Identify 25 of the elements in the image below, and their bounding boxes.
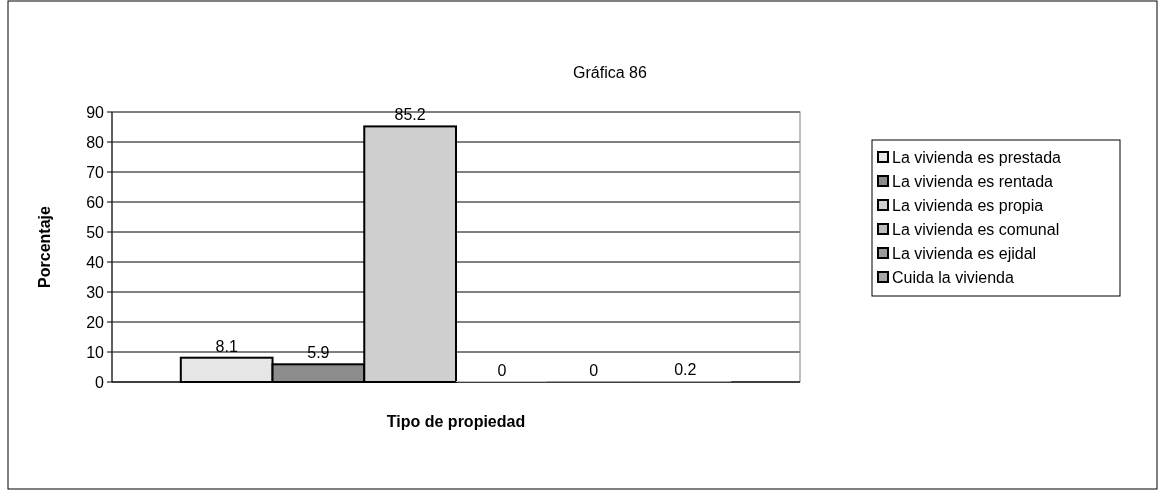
y-tick-label: 60 [86, 193, 105, 211]
legend-label: La vivienda es prestada [892, 148, 1062, 166]
x-axis-title: Tipo de propiedad [386, 413, 526, 430]
legend-label: Cuida la vivienda [892, 268, 1014, 286]
legend-label: La vivienda es comunal [892, 220, 1060, 238]
data-label: 85.2 [394, 106, 426, 124]
legend-label: La vivienda es propia [892, 196, 1044, 214]
legend-label: La vivienda es ejidal [892, 244, 1037, 262]
data-label: 5.9 [307, 344, 330, 362]
legend-label: La vivienda es rentada [892, 172, 1054, 190]
y-tick-label: 70 [86, 163, 105, 181]
data-label: 0 [497, 362, 507, 379]
y-tick-label: 50 [86, 223, 105, 241]
y-tick-label: 10 [86, 343, 105, 361]
y-axis-title: Porcentaje [36, 205, 53, 288]
chart-title: Gráfica 86 [573, 64, 648, 81]
data-label: 0 [589, 362, 599, 379]
y-tick-label: 20 [86, 313, 105, 331]
y-tick-label: 0 [95, 373, 105, 391]
y-tick-label: 30 [86, 283, 105, 301]
y-tick-label: 80 [86, 133, 105, 151]
data-label: 8.1 [215, 337, 238, 355]
data-label: 0.2 [674, 361, 697, 379]
y-tick-label: 40 [86, 253, 105, 271]
y-tick-label: 90 [86, 103, 105, 121]
